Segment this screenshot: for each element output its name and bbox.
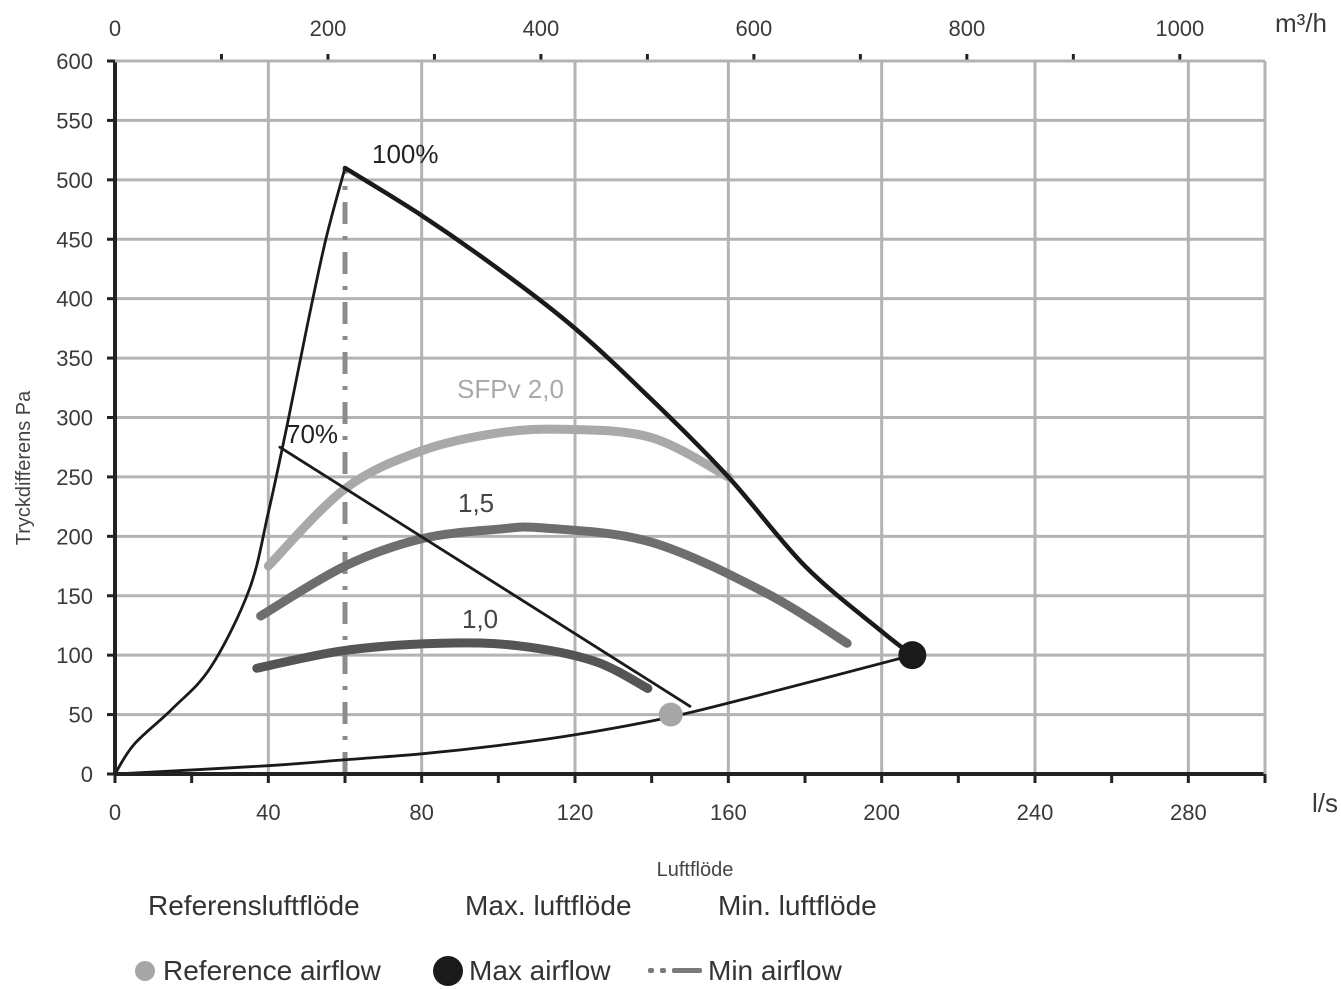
curves-layer <box>113 165 915 776</box>
x-tick-label: 160 <box>710 800 747 825</box>
x-tick-label: 0 <box>109 800 121 825</box>
y-tick-label: 200 <box>56 524 93 549</box>
top-tick-label: 600 <box>736 16 773 41</box>
y-tick-label: 450 <box>56 227 93 252</box>
legend-en-min-label: Min airflow <box>708 955 842 986</box>
y-axis-label: Tryckdifferens Pa <box>13 390 35 545</box>
legend-en-min: Min airflow <box>648 955 842 987</box>
top-tick-label: 400 <box>523 16 560 41</box>
y-tick-label: 150 <box>56 584 93 609</box>
y-tick-label: 0 <box>81 762 93 787</box>
y-tick-label: 600 <box>56 49 93 74</box>
legend-english: Reference airflow Max airflow Min airflo… <box>0 955 1341 989</box>
x-tick-label: 280 <box>1170 800 1207 825</box>
chart-labels: 0 50 100 150 200 250 300 350 400 450 500 550 600 0 40 8… <box>56 16 1206 825</box>
y-tick-label: 50 <box>69 703 93 728</box>
fan-curve-3 <box>278 445 692 708</box>
points-layer <box>658 641 927 727</box>
legend-sv-reference: Referensluftflöde <box>148 890 360 921</box>
x-unit-top: m³/h <box>1275 8 1327 38</box>
legend-sv-max: Max. luftflöde <box>465 890 632 921</box>
top-tick-label: 0 <box>109 16 121 41</box>
x-unit-bottom: l/s <box>1312 788 1338 818</box>
x-tick-label: 200 <box>863 800 900 825</box>
x-axis-label: Luftflöde <box>657 859 734 881</box>
x-tick-label: 120 <box>557 800 594 825</box>
legend-en-max-label: Max airflow <box>469 955 611 986</box>
y-tick-label: 250 <box>56 465 93 490</box>
legend-en-max: Max airflow <box>433 955 611 987</box>
top-tick-label: 200 <box>310 16 347 41</box>
top-tick-label: 800 <box>948 16 985 41</box>
y-tick-label: 500 <box>56 168 93 193</box>
legend-en-reference-label: Reference airflow <box>163 955 381 986</box>
x-tick-label: 40 <box>256 800 280 825</box>
chart-axes <box>107 54 1267 783</box>
y-tick-label: 300 <box>56 406 93 431</box>
series-label-sfp10: 1,0 <box>462 604 498 634</box>
series-line-3 <box>252 638 653 693</box>
reference-airflow-dot-icon <box>135 961 155 981</box>
series-label-sfp15: 1,5 <box>458 488 494 518</box>
x-tick-label: 240 <box>1017 800 1054 825</box>
series-layer <box>252 424 852 693</box>
fan-curve-4 <box>113 653 914 776</box>
min-airflow-dash-icon <box>648 968 704 974</box>
y-tick-label: 350 <box>56 346 93 371</box>
x-tick-label: 80 <box>409 800 433 825</box>
top-tick-label: 1000 <box>1155 16 1204 41</box>
reference-airflow-point <box>658 702 683 727</box>
fan-curve-1 <box>113 166 347 776</box>
y-tick-label: 550 <box>56 108 93 133</box>
max-airflow-point <box>898 641 927 670</box>
series-line-2 <box>256 522 852 648</box>
max-airflow-dot-icon <box>433 956 463 986</box>
series-label-70pct: 70% <box>286 419 338 449</box>
legend-sv-min: Min. luftflöde <box>718 890 877 921</box>
series-line-1 <box>263 424 733 571</box>
y-tick-label: 100 <box>56 643 93 668</box>
chart-canvas: 0 50 100 150 200 250 300 350 400 450 500 550 600 0 40 8… <box>13 8 1338 881</box>
fan-curve-2 <box>342 165 915 658</box>
legend-swedish: Referensluftflöde Max. luftflöde Min. lu… <box>0 890 1341 930</box>
legend-en-reference: Reference airflow <box>135 955 381 987</box>
series-label-sfp20: SFPv 2,0 <box>457 374 564 404</box>
y-tick-label: 400 <box>56 287 93 312</box>
series-label-100pct: 100% <box>372 139 439 169</box>
